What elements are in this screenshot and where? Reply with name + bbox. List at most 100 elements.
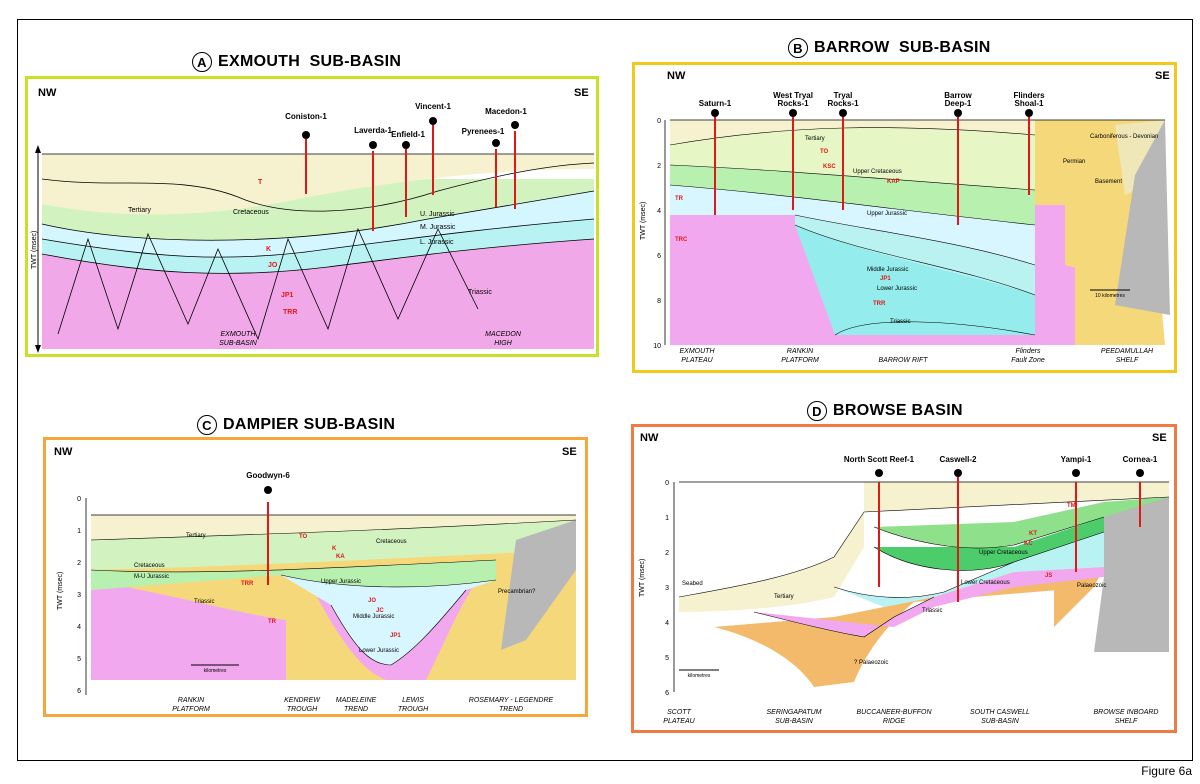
well-label: North Scott Reef-1 — [844, 455, 915, 464]
region-label: SHELF — [1115, 718, 1138, 725]
horizon-label: TO — [820, 149, 829, 155]
horizon-label: K — [332, 546, 337, 552]
well-label: Tryal — [834, 91, 853, 100]
region-label: TREND — [344, 706, 368, 713]
well-symbol-icon — [954, 469, 962, 477]
panel-b-title: B BARROW SUB-BASIN — [788, 38, 991, 58]
unit-label: Lower Jurassic — [877, 286, 917, 292]
axis-tick: 5 — [665, 655, 669, 662]
region-label: MACEDON — [485, 331, 522, 338]
panel-c-nw-label: NW — [54, 446, 73, 458]
axis-tick: 3 — [665, 585, 669, 592]
unit-label: Middle Jurassic — [353, 614, 394, 620]
well-label: Yampi-1 — [1061, 455, 1092, 464]
region-label: BROWSE INBOARD — [1094, 709, 1159, 716]
scale-bar-label: 10 kilometres — [1095, 293, 1125, 299]
horizon-label: T — [258, 179, 263, 186]
horizon-label: TRC — [675, 237, 688, 243]
panel-b-se-label: SE — [1155, 70, 1170, 82]
horizon-label: TO — [299, 534, 308, 540]
region-label: RANKIN — [178, 697, 205, 704]
panel-c-section: NW SE TWT (msec) 0 1 2 3 4 5 6 Goodwyn-6… — [54, 446, 577, 713]
horizon-label: KSC — [823, 164, 836, 170]
well-label: West Tryal — [773, 91, 813, 100]
horizon-label: JO — [368, 598, 376, 604]
panel-d-axis-label: TWT (msec) — [639, 559, 646, 597]
panel-c-se-label: SE — [562, 446, 577, 458]
horizon-label: TR — [268, 619, 277, 625]
horizon-label: KA — [336, 554, 345, 560]
region-label: TROUGH — [398, 706, 429, 713]
well-label: Deep-1 — [945, 99, 972, 108]
horizon-label: JS — [1045, 573, 1052, 579]
region-label: MADELEINE — [336, 697, 377, 704]
region-label: TROUGH — [287, 706, 318, 713]
unit-label: Cretaceous — [376, 539, 407, 545]
region-label: SUB-BASIN — [775, 718, 814, 725]
unit-label: Carboniferous - Devonian — [1090, 134, 1158, 140]
region-label: SERINGAPATUM — [767, 709, 822, 716]
panel-b-title-text: BARROW SUB-BASIN — [814, 39, 991, 56]
horizon-label: JO — [268, 262, 278, 269]
well-label: Cornea-1 — [1123, 455, 1158, 464]
axis-tick: 2 — [77, 560, 81, 567]
axis-tick: 6 — [657, 253, 661, 260]
well-label: Flinders — [1013, 91, 1045, 100]
axis-tick: 6 — [665, 690, 669, 697]
panel-d-nw-label: NW — [640, 432, 659, 444]
unit-label: L. Jurassic — [420, 239, 454, 246]
well-label: Rocks-1 — [777, 99, 809, 108]
unit-label: ? Palaeozoic — [854, 660, 888, 666]
region-label: HIGH — [494, 340, 512, 347]
axis-tick: 2 — [665, 550, 669, 557]
region-label: LEWIS — [402, 697, 424, 704]
region-label: SOUTH CASWELL — [970, 709, 1030, 716]
well-label: Goodwyn-6 — [246, 471, 290, 480]
unit-label: Upper Jurassic — [867, 211, 907, 217]
axis-tick: 0 — [657, 118, 661, 125]
axis-tick: 4 — [665, 620, 669, 627]
well-label: Shoal-1 — [1015, 99, 1044, 108]
horizon-label: JP1 — [390, 633, 401, 639]
well-symbol-icon — [1136, 469, 1144, 477]
region-label: PLATFORM — [172, 706, 210, 713]
well-symbol-icon — [954, 109, 962, 117]
well-label: Enfield-1 — [391, 130, 425, 139]
well-symbol-icon — [875, 469, 883, 477]
region-label: Fault Zone — [1011, 357, 1045, 364]
region-label: SUB-BASIN — [219, 340, 258, 347]
unit-label: Precambrian? — [498, 589, 536, 595]
panel-a-axis-label: TWT (msec) — [31, 231, 38, 269]
region-label: SHELF — [1116, 357, 1139, 364]
axis-tick: 1 — [77, 528, 81, 535]
axis-tick: 8 — [657, 298, 661, 305]
unit-label: Triassic — [890, 319, 910, 325]
well-label: Saturn-1 — [699, 99, 732, 108]
horizon-label: KC — [1024, 541, 1033, 547]
well-label: Rocks-1 — [827, 99, 859, 108]
region-label: RANKIN — [787, 348, 814, 355]
panel-d-letter: D — [807, 401, 827, 421]
panel-a: NW SE TWT (msec) Coniston-1 Laverda-1 En… — [25, 76, 599, 357]
horizon-label: TR — [675, 196, 684, 202]
unit-label: Tertiary — [186, 533, 206, 539]
well-symbol-icon — [402, 141, 410, 149]
unit-label: Triassic — [922, 608, 942, 614]
axis-tick: 1 — [665, 515, 669, 522]
unit-label: Cretaceous — [134, 563, 165, 569]
well-symbol-icon — [839, 109, 847, 117]
region-label: EXMOUTH — [221, 331, 257, 338]
region-label: PLATFORM — [781, 357, 819, 364]
axis-tick: 2 — [657, 163, 661, 170]
panel-a-letter: A — [192, 52, 212, 72]
region-label: BUCCANEER-BUFFON — [856, 709, 932, 716]
panel-d-title-text: BROWSE BASIN — [833, 402, 963, 419]
axis-tick: 6 — [77, 688, 81, 695]
figure-frame — [17, 19, 1193, 761]
well-label: Coniston-1 — [285, 112, 327, 121]
scale-bar-label: kilometres — [688, 673, 711, 679]
unit-label: Cretaceous — [233, 209, 269, 216]
panel-b-nw-label: NW — [667, 70, 686, 82]
horizon-label: K — [266, 246, 271, 253]
panel-c: NW SE TWT (msec) 0 1 2 3 4 5 6 Goodwyn-6… — [43, 437, 588, 717]
